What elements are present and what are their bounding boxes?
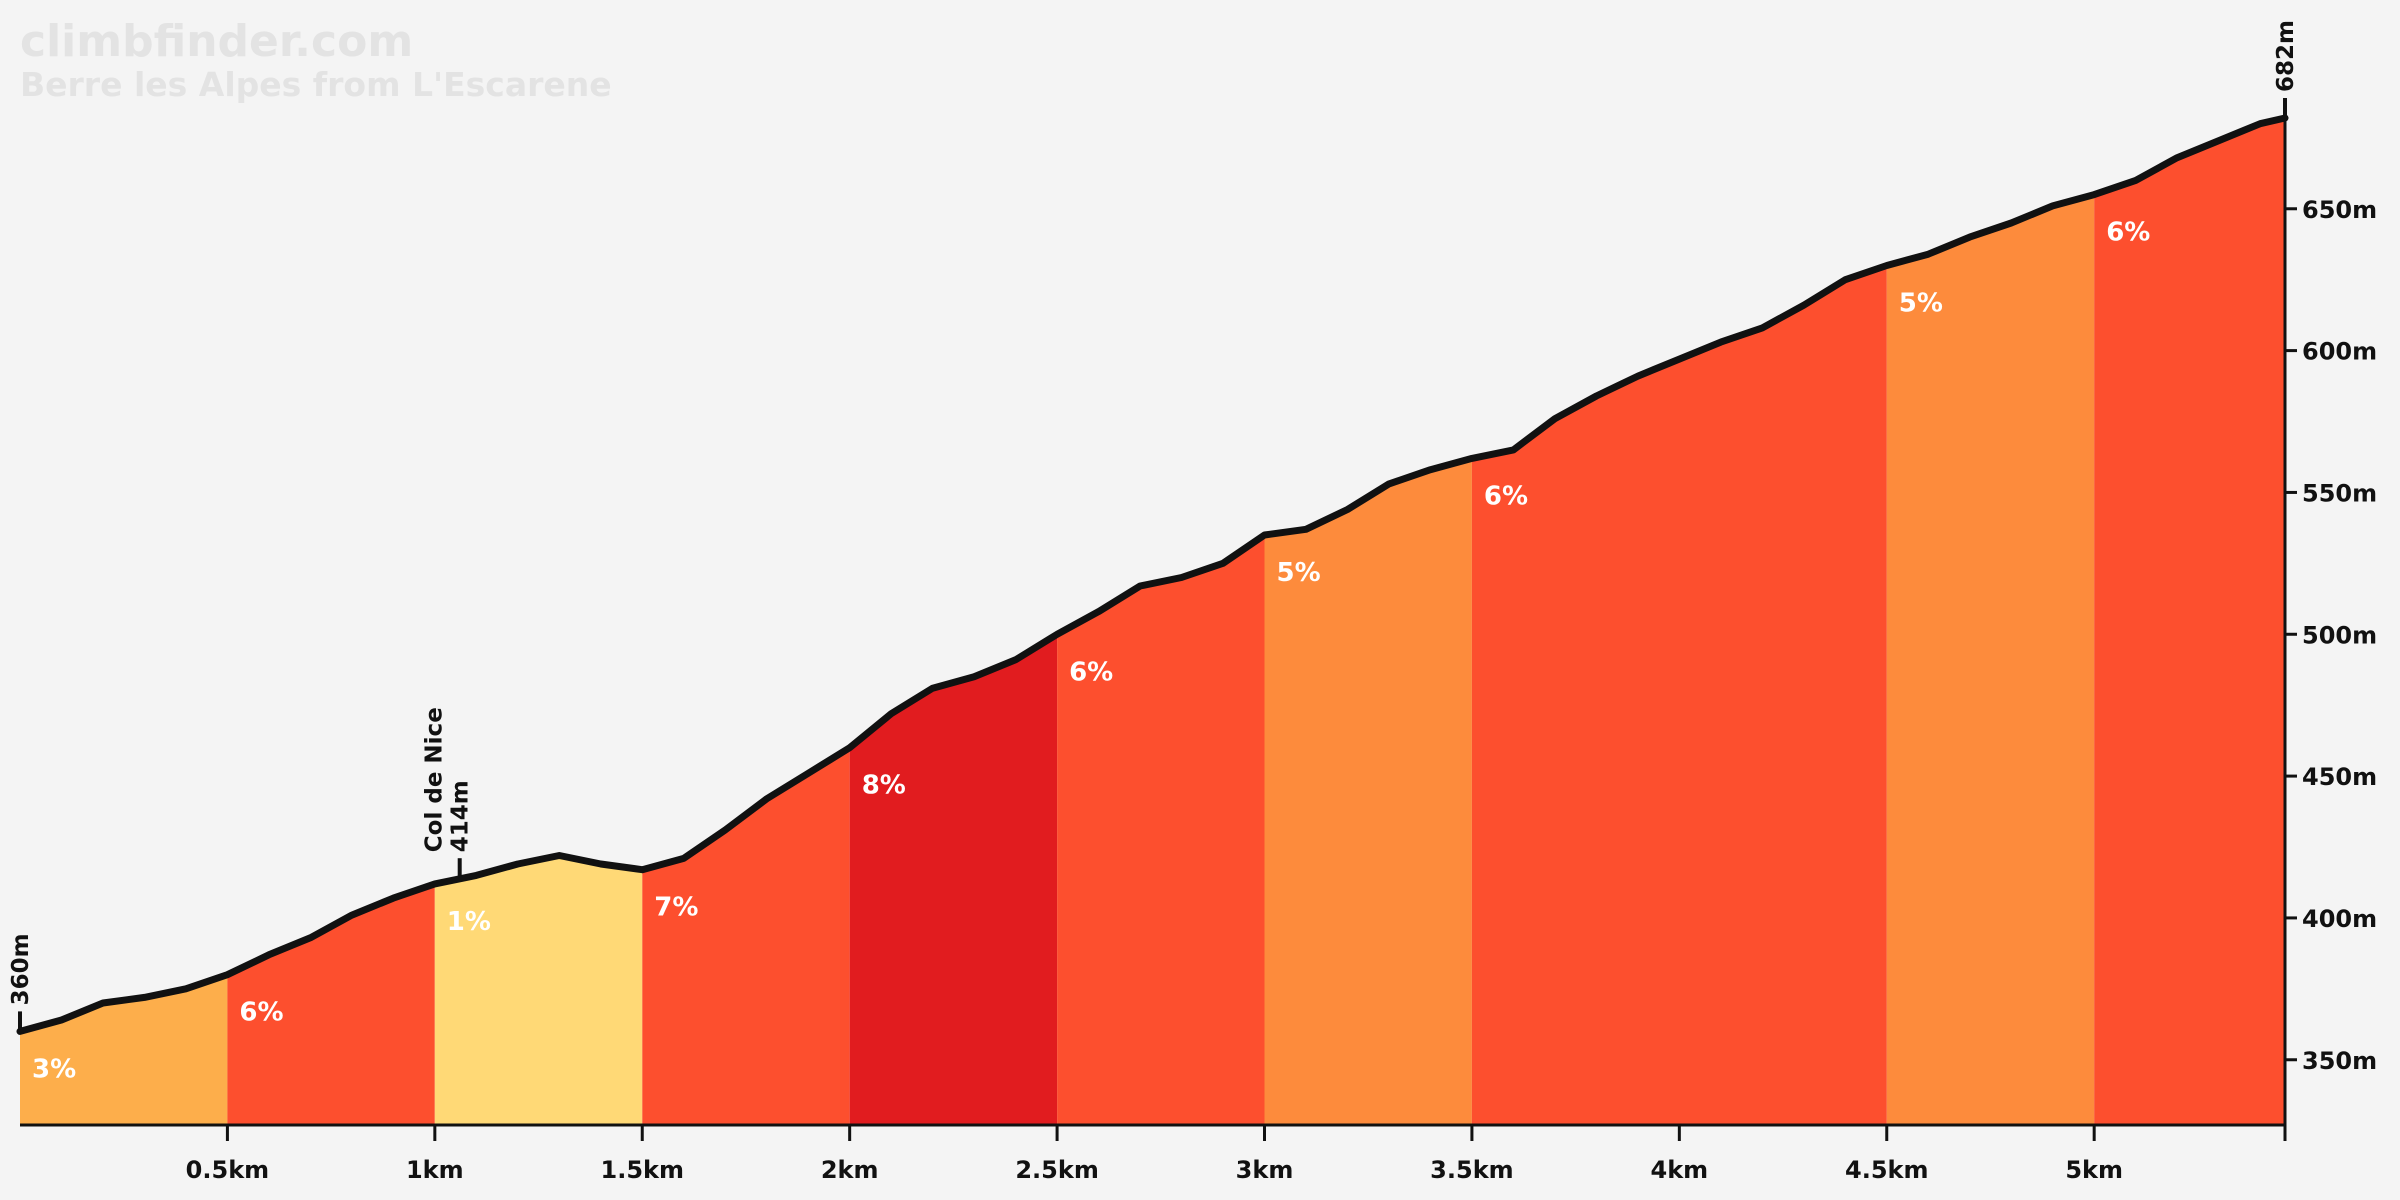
y-tick-label: 350m xyxy=(2302,1047,2377,1075)
y-tick-label: 600m xyxy=(2302,338,2377,366)
x-tick-label: 2km xyxy=(821,1156,879,1184)
gradient-segment xyxy=(227,883,435,1125)
axes: 0.5km 1km 1.5km 2km 2.5km 3km 3.5km 4km 4.5km 5km… xyxy=(20,118,2377,1184)
profile-line-group xyxy=(16,114,2289,1035)
gradient-label: 6% xyxy=(2106,218,2150,248)
marker-elevation-label: 360m xyxy=(8,933,34,1005)
gradient-segment xyxy=(1886,194,2095,1126)
elevation-markers: 360m Col de Nice 414m 682m xyxy=(8,20,2299,1030)
gradient-segment xyxy=(642,747,850,1125)
gradient-segment xyxy=(1471,265,1887,1125)
gradient-segment xyxy=(1057,535,1265,1125)
y-tick-label: 650m xyxy=(2302,196,2377,224)
y-tick-label: 550m xyxy=(2302,479,2377,507)
gradient-segments xyxy=(20,118,2285,1126)
gradient-label: 6% xyxy=(1069,657,1113,687)
marker-elevation-label: 682m xyxy=(2273,20,2299,92)
gradient-label: 8% xyxy=(862,771,906,801)
x-tick-label: 1.5km xyxy=(601,1156,684,1184)
gradient-label: 6% xyxy=(1484,481,1528,511)
gradient-segment xyxy=(849,634,1058,1125)
y-tick-label: 450m xyxy=(2302,763,2377,791)
gradient-label: 3% xyxy=(32,1054,76,1084)
gradient-labels: 3% 6% 1% 7% 8% 6% 5% 6% 5% 6% xyxy=(32,218,2150,1085)
gradient-label: 6% xyxy=(239,998,283,1028)
x-tick-label: 4km xyxy=(1651,1156,1709,1184)
gradient-segment xyxy=(20,974,228,1125)
gradient-segment xyxy=(434,855,643,1125)
climb-title: Berre les Alpes from L'Escarene xyxy=(20,65,612,104)
x-tick-label: 2.5km xyxy=(1015,1156,1098,1184)
marker-elevation-label: 414m xyxy=(448,780,474,852)
gradient-segment xyxy=(2094,118,2285,1125)
y-tick-label: 400m xyxy=(2302,905,2377,933)
gradient-label: 5% xyxy=(1899,289,1943,319)
y-tick-label: 500m xyxy=(2302,621,2377,649)
x-tick-label: 4.5km xyxy=(1845,1156,1928,1184)
gradient-label: 1% xyxy=(447,907,491,937)
x-tick-label: 3.5km xyxy=(1430,1156,1513,1184)
x-tick-label: 3km xyxy=(1236,1156,1294,1184)
profile-line xyxy=(16,114,2289,1035)
site-watermark: climbfinder.com xyxy=(20,16,413,67)
gradient-label: 5% xyxy=(1277,558,1321,588)
gradient-label: 7% xyxy=(654,893,698,923)
x-tick-label: 5km xyxy=(2065,1156,2123,1184)
x-tick-label: 0.5km xyxy=(186,1156,269,1184)
marker-name-label: Col de Nice xyxy=(422,707,448,852)
x-tick-label: 1km xyxy=(406,1156,464,1184)
gradient-segment xyxy=(1264,458,1472,1125)
